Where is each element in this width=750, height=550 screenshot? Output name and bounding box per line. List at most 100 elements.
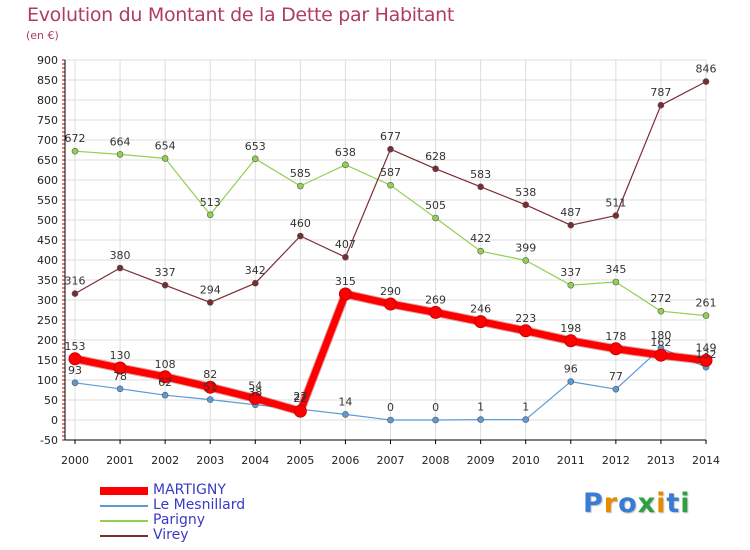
data-point-parigny [567, 281, 575, 289]
data-label-le-mesnillard: 51 [203, 381, 217, 394]
data-point-parigny [477, 247, 484, 255]
data-label-parigny: 664 [110, 135, 131, 148]
data-label-virey: 316 [65, 275, 86, 288]
legend-swatch [100, 535, 148, 537]
data-point-parigny [612, 278, 620, 286]
data-point-le-mesnillard [387, 416, 394, 424]
chart-title: Evolution du Montant de la Dette par Hab… [27, 4, 455, 26]
data-label-virey: 583 [470, 168, 491, 181]
data-label-martigny: 153 [65, 340, 86, 353]
data-point-parigny [116, 151, 124, 158]
data-point-parigny [342, 161, 349, 169]
data-label-parigny: 272 [650, 292, 671, 305]
data-point-martigny [699, 353, 713, 367]
legend-label: MARTIGNY [153, 482, 226, 498]
data-label-le-mesnillard: 77 [609, 370, 623, 383]
data-label-virey: 460 [290, 217, 311, 230]
data-point-martigny [519, 324, 533, 338]
data-label-martigny: 130 [110, 349, 131, 362]
data-label-le-mesnillard: 14 [338, 395, 352, 408]
data-label-martigny: 162 [650, 336, 671, 349]
data-label-virey: 337 [155, 266, 176, 279]
data-label-martigny: 290 [380, 285, 401, 298]
data-point-parigny [657, 307, 665, 315]
data-point-martigny [564, 334, 578, 348]
data-point-parigny [522, 257, 530, 264]
data-label-le-mesnillard: 180 [650, 329, 671, 342]
y-tick-label: 500 [37, 214, 58, 227]
data-label-virey: 787 [650, 86, 671, 99]
data-point-virey [71, 290, 79, 297]
legend-swatch [100, 520, 148, 522]
data-label-martigny: 315 [335, 275, 356, 288]
data-point-le-mesnillard [116, 385, 124, 393]
data-label-le-mesnillard: 132 [696, 348, 717, 361]
x-tick-label: 2009 [467, 454, 495, 467]
data-label-parigny: 399 [515, 241, 536, 254]
y-tick-label: 150 [37, 354, 58, 367]
data-point-martigny [338, 287, 352, 301]
data-point-parigny [206, 211, 214, 219]
y-tick-label: 350 [37, 274, 58, 287]
data-point-virey [477, 183, 484, 191]
data-point-virey [206, 299, 214, 306]
data-label-virey: 846 [696, 63, 717, 76]
chart-unit-label: (en €) [26, 29, 59, 42]
data-label-le-mesnillard: 62 [158, 376, 172, 389]
legend-swatch [100, 505, 148, 507]
data-label-le-mesnillard: 93 [68, 364, 82, 377]
x-tick-label: 2001 [106, 454, 134, 467]
data-label-le-mesnillard: 27 [293, 390, 307, 403]
data-point-martigny [158, 370, 172, 384]
data-label-martigny: 22 [293, 392, 307, 405]
x-tick-label: 2013 [647, 454, 675, 467]
data-label-parigny: 513 [200, 196, 221, 209]
data-point-parigny [387, 181, 394, 189]
data-point-parigny [297, 182, 304, 190]
data-point-virey [432, 165, 439, 173]
data-point-virey [342, 253, 349, 261]
data-label-le-mesnillard: 38 [248, 386, 262, 399]
data-label-parigny: 261 [696, 297, 717, 310]
data-label-le-mesnillard: 0 [432, 401, 439, 414]
x-tick-label: 2008 [422, 454, 450, 467]
data-label-martigny: 198 [560, 322, 581, 335]
data-label-virey: 538 [515, 186, 536, 199]
x-tick-label: 2002 [151, 454, 179, 467]
data-label-parigny: 653 [245, 140, 266, 153]
x-tick-label: 2006 [331, 454, 359, 467]
data-point-virey [116, 264, 124, 272]
data-point-martigny [609, 342, 623, 356]
y-tick-label: 850 [37, 74, 58, 87]
data-label-le-mesnillard: 1 [477, 401, 484, 414]
x-tick-label: 2000 [61, 454, 89, 467]
y-tick-label: 750 [37, 114, 58, 127]
data-point-parigny [71, 147, 79, 155]
data-label-virey: 342 [245, 264, 266, 277]
y-tick-label: 550 [37, 194, 58, 207]
data-point-le-mesnillard [432, 416, 439, 424]
data-label-virey: 294 [200, 283, 221, 296]
y-tick-label: 800 [37, 94, 58, 107]
data-label-virey: 487 [560, 206, 581, 219]
data-point-le-mesnillard [206, 396, 214, 403]
data-point-virey [161, 281, 169, 289]
data-point-le-mesnillard [71, 379, 79, 387]
x-tick-label: 2012 [602, 454, 630, 467]
data-point-parigny [702, 312, 710, 319]
data-point-le-mesnillard [612, 385, 620, 393]
y-tick-label: 900 [37, 54, 58, 67]
y-tick-label: 50 [44, 394, 58, 407]
x-tick-label: 2007 [377, 454, 405, 467]
data-point-martigny [654, 348, 668, 362]
x-tick-label: 2011 [557, 454, 585, 467]
data-point-martigny [248, 391, 262, 405]
data-label-virey: 380 [110, 249, 131, 262]
data-point-virey [702, 78, 710, 85]
data-label-martigny: 149 [696, 341, 717, 354]
x-tick-label: 2003 [196, 454, 224, 467]
y-tick-label: 100 [37, 374, 58, 387]
data-point-martigny [384, 297, 397, 311]
data-label-parigny: 337 [560, 266, 581, 279]
